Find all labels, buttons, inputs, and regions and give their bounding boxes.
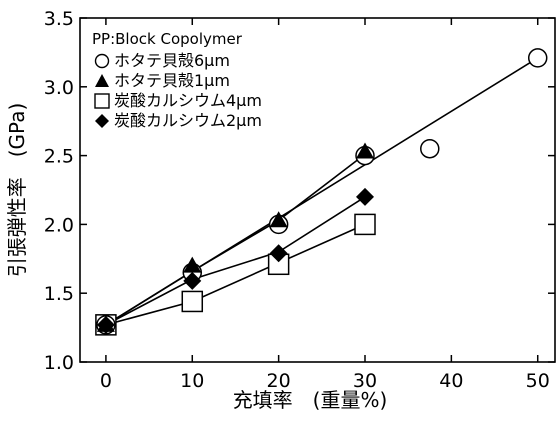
data-point-series-4-4 (356, 187, 374, 206)
data-point-series-4-3 (269, 244, 288, 263)
x-tick-label: 50 (526, 370, 550, 392)
data-point-series-2-2 (183, 256, 202, 273)
y-tick-label: 2.0 (44, 214, 74, 236)
fit-lines (105, 57, 539, 326)
y-tick-label: 3.0 (44, 77, 74, 99)
legend-marker-triangle-icon (95, 74, 109, 87)
legend-marker-circle-icon (94, 53, 110, 69)
fit-line-series-2 (105, 153, 366, 326)
x-axis-title: 充填率 (重量%) (233, 388, 388, 412)
axis-ticks: 0 10 20 30 40 50 1.0 1.5 2.0 2.5 3.0 3.5 (44, 8, 555, 392)
x-tick-label: 40 (439, 370, 463, 392)
legend-label: ホタテ貝殻1μm (114, 71, 230, 90)
legend-label: 炭酸カルシウム2μm (114, 111, 262, 130)
legend-marker-diamond-icon (95, 114, 109, 128)
data-point-series-4-2 (183, 271, 202, 290)
legend-label: 炭酸カルシウム4μm (114, 91, 262, 110)
y-tick-label: 1.5 (44, 283, 74, 305)
data-point-series-2-4 (356, 142, 374, 159)
data-point-series-3-4 (354, 213, 376, 236)
x-tick-label: 20 (267, 370, 291, 392)
y-tick-label: 2.5 (44, 146, 74, 168)
y-axis-title: 引張弾性率 (GPa) (5, 103, 29, 278)
data-point-series-2-3 (269, 211, 288, 228)
fit-line-series-3 (105, 223, 366, 326)
legend-label: ホタテ貝殻6μm (114, 51, 230, 70)
data-markers (95, 48, 548, 336)
legend: PP:Block Copolymer ホタテ貝殻6μmホタテ貝殻1μm炭酸カルシ… (92, 30, 262, 130)
data-point-series-2-1 (96, 315, 115, 332)
x-tick-label: 0 (100, 370, 112, 392)
y-tick-label: 1.0 (44, 352, 74, 374)
plot-frame (79, 17, 556, 363)
data-point-series-1-5 (420, 138, 440, 159)
x-tick-label: 30 (353, 370, 377, 392)
legend-marker-square-icon (94, 93, 110, 109)
x-tick-label: 10 (180, 370, 204, 392)
data-point-series-1-6 (527, 48, 548, 68)
y-tick-label: 3.5 (44, 8, 74, 30)
fit-line-series-4 (105, 196, 366, 326)
data-point-series-3-2 (181, 290, 204, 313)
legend-title: PP:Block Copolymer (92, 30, 243, 48)
